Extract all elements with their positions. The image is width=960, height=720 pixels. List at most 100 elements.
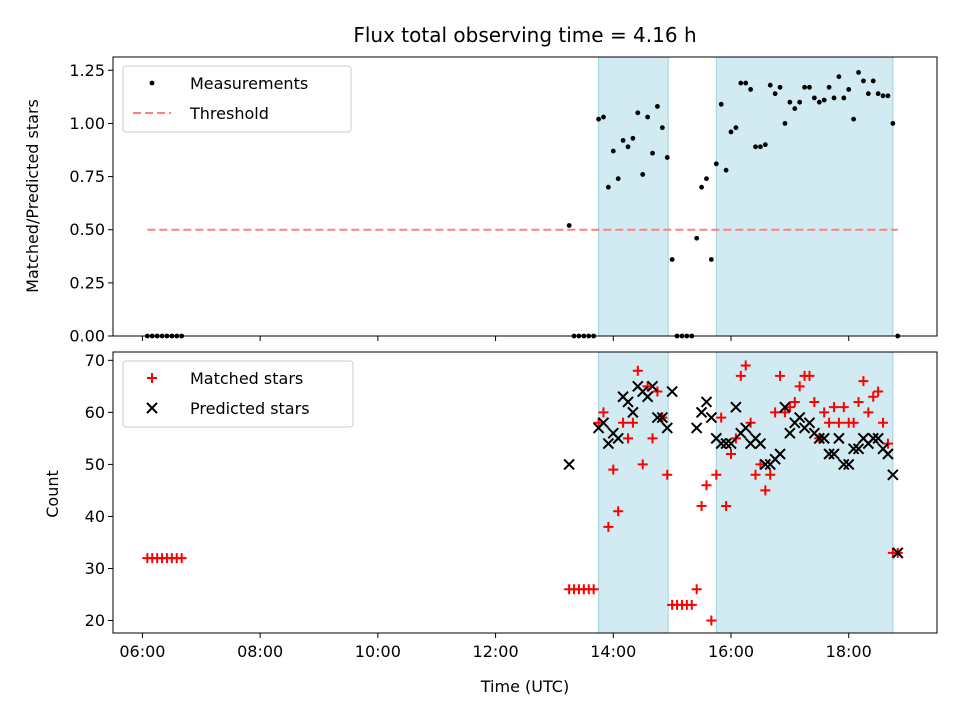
x-tick-label: 12:00 [473,642,519,661]
legend-marker [146,402,158,414]
legend-item: Threshold [133,104,269,123]
data-point [725,437,737,450]
data-point [738,80,744,86]
data-point [767,82,773,88]
x-tick-label: 18:00 [826,642,872,661]
data-point [730,433,741,444]
data-point [885,93,891,99]
shaded-interval-count-1 [715,351,894,634]
data-point [782,121,788,126]
legend-count: Matched stars Predicted stars [122,360,354,428]
data-point [882,438,893,449]
data-point [858,376,869,387]
data-point [705,411,718,424]
data-point [875,91,881,97]
y-tick-label: 60 [85,403,105,422]
y-tick-label: 0.25 [69,273,105,292]
data-point [823,448,835,460]
data-point [659,125,665,131]
data-point [779,407,790,418]
data-point [627,406,639,419]
data-point [647,433,658,444]
data-point [740,422,752,434]
data-point [718,101,724,107]
shaded-interval-ratio-1 [715,56,894,337]
data-point [635,110,641,116]
data-point [759,458,772,471]
data-point [704,176,709,182]
data-point [601,114,606,120]
data-point [666,385,678,398]
panel-ratio: 0.00 0.25 0.50 0.75 1.00 1.25 Measurements Thre… [69,56,938,346]
legend-label: Predicted stars [190,399,310,418]
y-tick-label: 50 [85,455,105,474]
data-point [694,235,700,241]
data-point [803,417,816,429]
data-point [873,386,884,397]
data-point [661,422,673,434]
data-point [623,433,633,444]
data-point [612,432,624,445]
data-point [861,78,866,84]
data-point [760,485,771,496]
legend-marker [149,80,155,86]
shaded-interval-count-0 [598,351,669,634]
data-point [695,406,708,419]
data-point [696,501,707,512]
data-point [605,184,611,190]
data-point [598,407,609,418]
data-point [868,391,879,402]
y-tick-label: 0.75 [69,167,105,186]
legend-ratio: Measurements Threshold [122,65,352,133]
data-point [829,402,839,413]
y-tick-label: 1.00 [69,114,105,133]
data-point [642,381,653,392]
bottom-y-axis-label: Count [43,470,62,518]
data-point [627,417,638,428]
data-point [723,167,729,173]
data-point [821,97,827,103]
data-point [641,391,654,403]
data-point [593,417,604,428]
data-point [863,407,874,418]
data-point [809,396,820,407]
data-point [758,144,763,150]
data-point [637,459,648,470]
shaded-interval-ratio-0 [598,56,669,337]
data-point [730,401,742,413]
panel-count: 20 30 40 50 60 70 06:00 08:00 10:00 12:00 14:00 16:… [85,351,938,661]
data-point [664,155,670,160]
data-point [721,501,732,512]
data-point [686,599,697,610]
data-point [618,417,629,428]
x-tick-label: 16:00 [708,642,754,661]
data-point [662,469,673,480]
data-point [720,437,732,450]
data-point [630,135,636,141]
data-point [726,448,736,459]
data-point [755,459,766,470]
data-point [651,411,664,424]
data-point [793,411,806,424]
data-point [838,402,849,413]
data-point [882,448,894,460]
data-point [716,412,727,423]
data-point [887,469,899,481]
data-point [836,74,842,80]
data-point [566,223,572,228]
data-point [779,401,791,413]
data-point [802,84,807,90]
legend-label: Matched stars [190,369,303,388]
data-point [650,150,655,156]
series-matched-stars [142,360,903,626]
data-point [750,469,761,480]
data-point [824,417,835,428]
data-point [700,396,713,408]
data-point [699,184,704,190]
y-tick-label: 0.00 [69,327,105,346]
plot-frame-ratio [112,56,938,337]
data-point [610,148,616,154]
data-point [838,458,850,471]
data-point [870,78,876,84]
